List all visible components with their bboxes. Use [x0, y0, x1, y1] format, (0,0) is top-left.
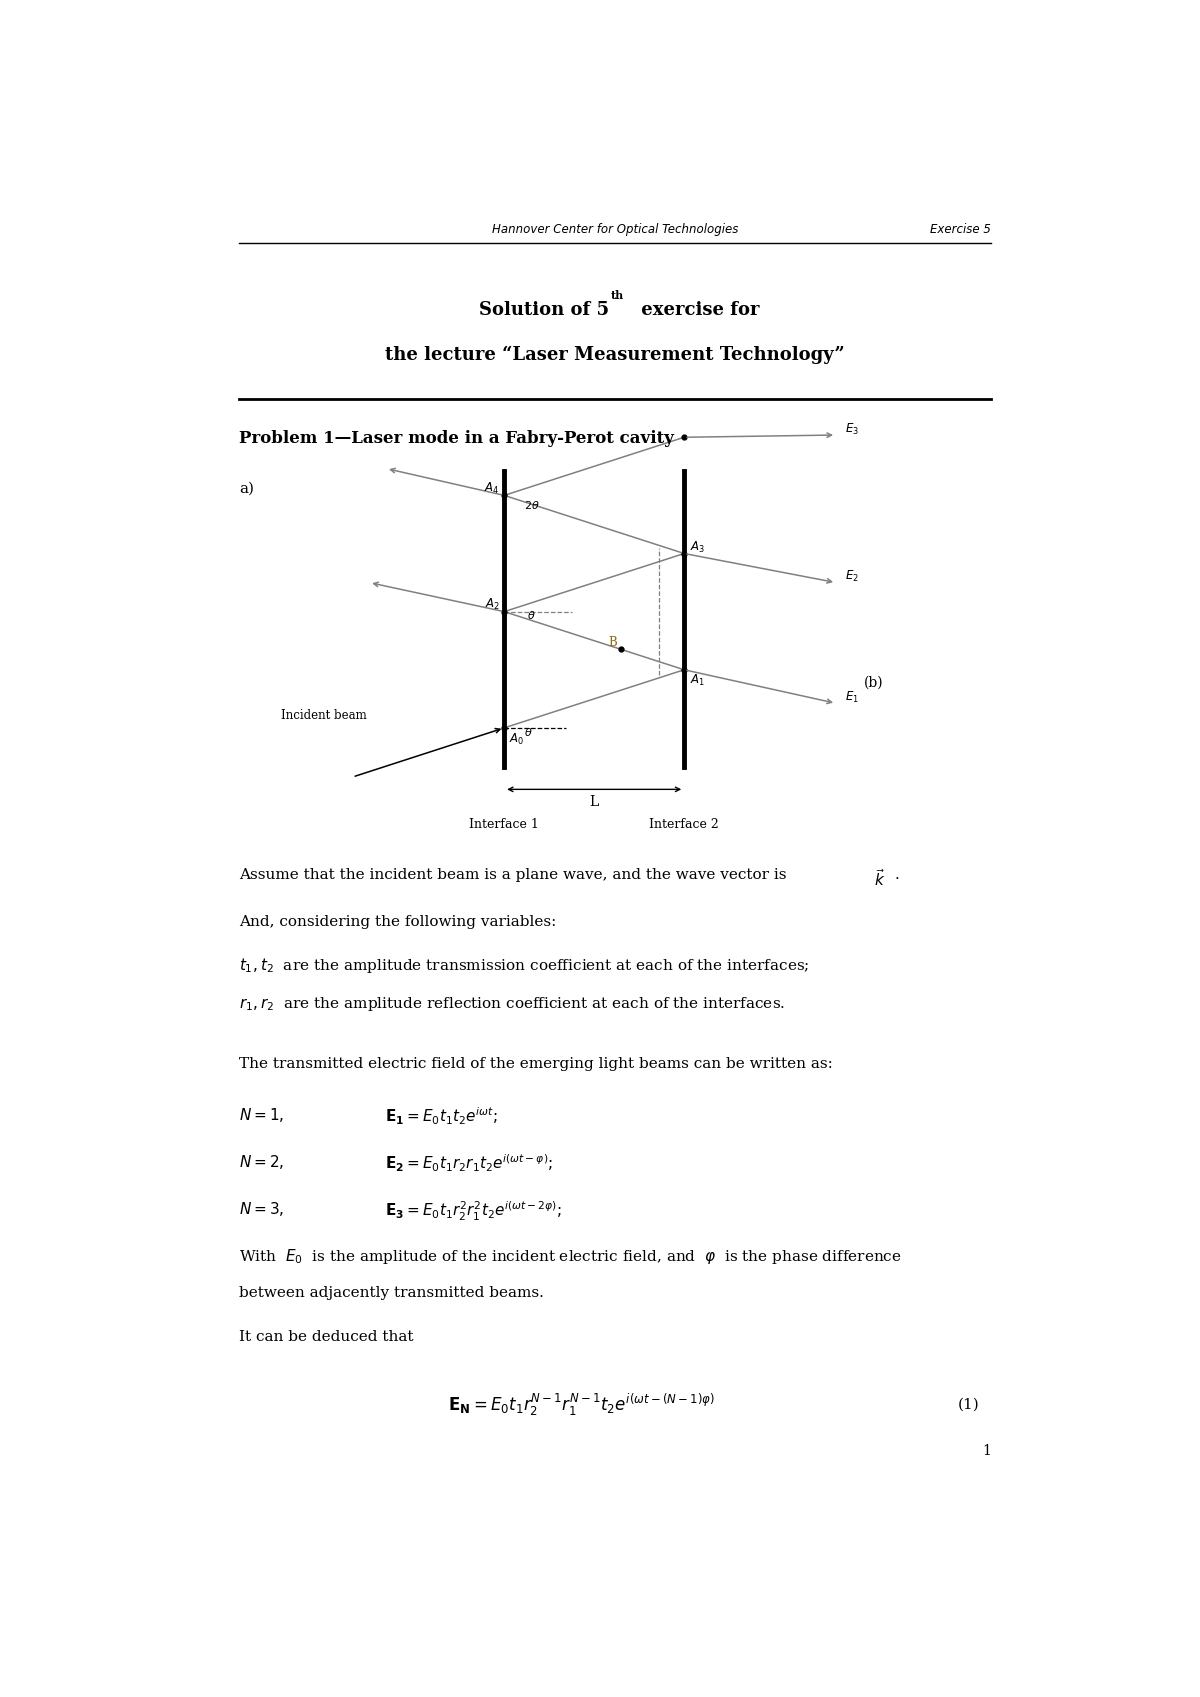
Text: L: L: [589, 796, 599, 809]
Text: Solution of 5: Solution of 5: [479, 300, 610, 319]
Text: the lecture “Laser Measurement Technology”: the lecture “Laser Measurement Technolog…: [385, 346, 845, 363]
Text: Incident beam: Incident beam: [282, 709, 367, 721]
Text: $r_1, r_2$  are the amplitude reflection coefficient at each of the interfaces.: $r_1, r_2$ are the amplitude reflection …: [239, 994, 785, 1013]
Text: With  $E_0$  is the amplitude of the incident electric field, and  $\varphi$  is: With $E_0$ is the amplitude of the incid…: [239, 1247, 901, 1266]
Text: $N = 1,$: $N = 1,$: [239, 1106, 284, 1123]
Text: $2\theta$: $2\theta$: [524, 499, 540, 511]
Text: $A_4$: $A_4$: [485, 480, 499, 496]
Text: It can be deduced that: It can be deduced that: [239, 1330, 413, 1344]
Text: Assume that the incident beam is a plane wave, and the wave vector is: Assume that the incident beam is a plane…: [239, 867, 796, 882]
Text: Exercise 5: Exercise 5: [930, 222, 991, 236]
Text: $A_3$: $A_3$: [690, 540, 704, 555]
Text: B: B: [608, 636, 617, 648]
Text: (1): (1): [958, 1397, 980, 1412]
Text: $\vec{k}$: $\vec{k}$: [875, 867, 886, 889]
Text: $E_2$: $E_2$: [845, 568, 859, 584]
Text: th: th: [611, 290, 624, 300]
Text: 1: 1: [983, 1444, 991, 1458]
Text: $E_1$: $E_1$: [845, 691, 859, 706]
Text: $\mathbf{E_3} = E_0 t_1 r_2^2 r_1^2 t_2 e^{i(\omega t-2\varphi)};$: $\mathbf{E_3} = E_0 t_1 r_2^2 r_1^2 t_2 …: [385, 1200, 562, 1224]
Text: $A_0$: $A_0$: [509, 731, 524, 747]
Text: Interface 2: Interface 2: [649, 818, 719, 832]
Text: $A_1$: $A_1$: [690, 674, 704, 689]
Text: a): a): [239, 482, 254, 496]
Text: $N = 2,$: $N = 2,$: [239, 1152, 284, 1171]
Text: The transmitted electric field of the emerging light beams can be written as:: The transmitted electric field of the em…: [239, 1057, 833, 1071]
Text: And, considering the following variables:: And, considering the following variables…: [239, 915, 557, 928]
Text: $\mathbf{E_1} = E_0 t_1 t_2 e^{i\omega t};$: $\mathbf{E_1} = E_0 t_1 t_2 e^{i\omega t…: [385, 1106, 498, 1127]
Text: $E_3$: $E_3$: [845, 423, 859, 436]
Text: $\theta$: $\theta$: [524, 726, 533, 738]
Text: Hannover Center for Optical Technologies: Hannover Center for Optical Technologies: [492, 222, 738, 236]
Text: Interface 1: Interface 1: [469, 818, 539, 832]
Text: (b): (b): [864, 675, 883, 689]
Text: between adjacently transmitted beams.: between adjacently transmitted beams.: [239, 1286, 544, 1300]
Text: $N = 3,$: $N = 3,$: [239, 1200, 284, 1217]
Text: $\mathbf{E_2} = E_0 t_1 r_2 r_1 t_2 e^{i(\omega t-\varphi)};$: $\mathbf{E_2} = E_0 t_1 r_2 r_1 t_2 e^{i…: [385, 1152, 553, 1174]
Text: $\mathbf{E_N} = E_0 t_1 r_2^{N-1} r_1^{N-1} t_2 e^{i(\omega t-(N-1)\varphi)}$: $\mathbf{E_N} = E_0 t_1 r_2^{N-1} r_1^{N…: [448, 1392, 715, 1419]
Text: $t_1, t_2$  are the amplitude transmission coefficient at each of the interfaces: $t_1, t_2$ are the amplitude transmissio…: [239, 955, 809, 974]
Text: .: .: [894, 867, 899, 882]
Text: exercise for: exercise for: [635, 300, 760, 319]
Text: $\theta$: $\theta$: [527, 609, 535, 621]
Text: Problem 1—Laser mode in a Fabry-Perot cavity: Problem 1—Laser mode in a Fabry-Perot ca…: [239, 429, 673, 446]
Text: $A_2$: $A_2$: [485, 597, 499, 613]
